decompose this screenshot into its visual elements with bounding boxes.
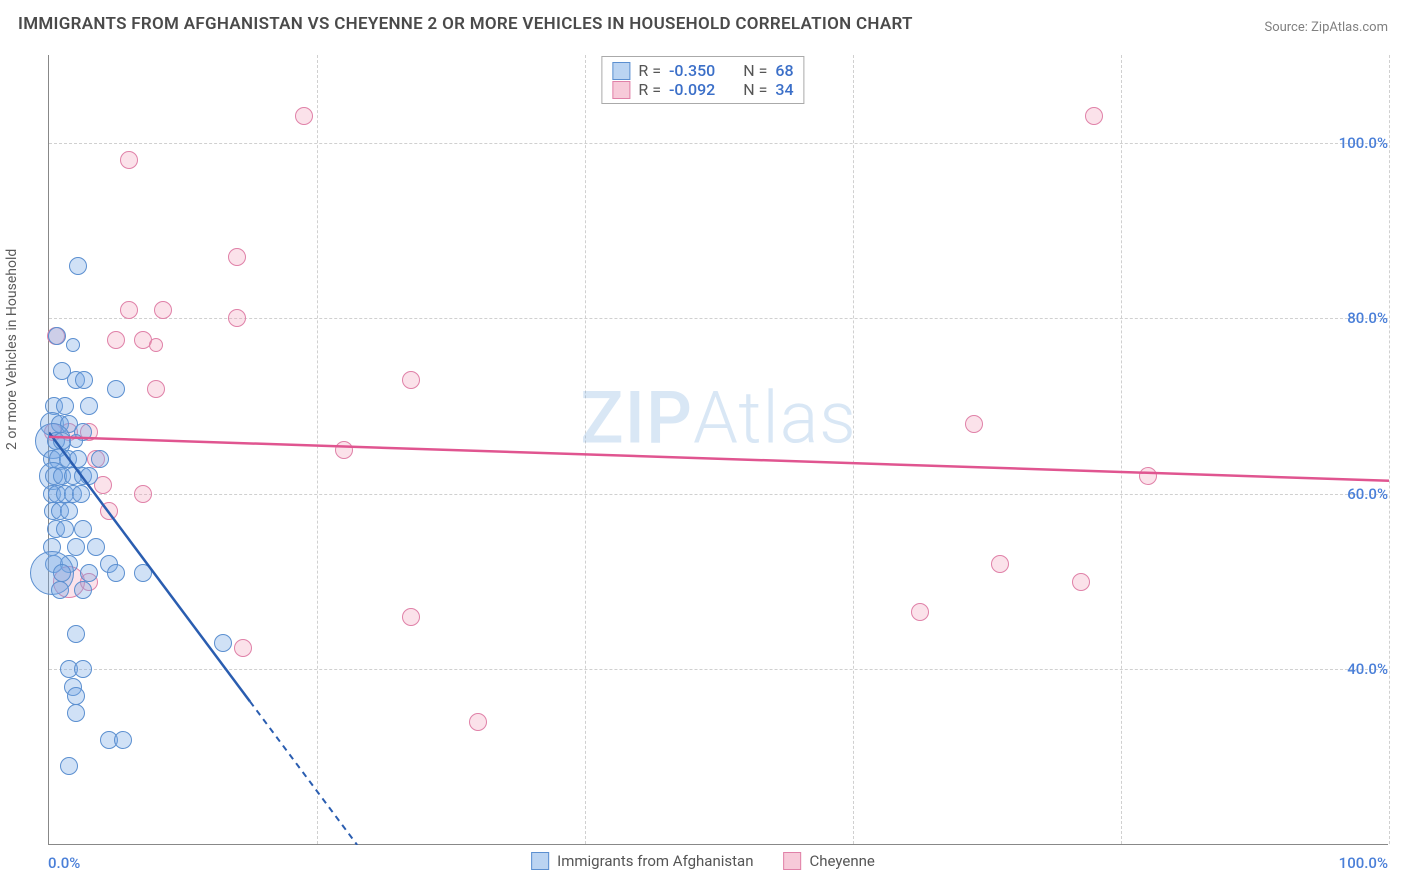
- data-point: [134, 564, 152, 582]
- data-point: [911, 603, 929, 621]
- x-tick-label: 0.0%: [48, 854, 80, 872]
- data-point: [149, 338, 163, 352]
- data-point: [87, 538, 105, 556]
- data-point: [67, 704, 85, 722]
- data-point: [991, 555, 1009, 573]
- legend-row: R = -0.350 N = 68: [612, 61, 793, 80]
- data-point: [335, 441, 353, 459]
- gridline-v: [1389, 55, 1390, 844]
- data-point: [67, 687, 85, 705]
- legend-correlation: R = -0.350 N = 68 R = -0.092 N = 34: [601, 56, 804, 104]
- gridline-v: [853, 55, 854, 844]
- data-point: [234, 639, 252, 657]
- data-point: [228, 309, 246, 327]
- trend-line: [49, 437, 1389, 481]
- data-point: [134, 485, 152, 503]
- legend-n-value: 34: [775, 80, 793, 99]
- legend-item: Cheyenne: [783, 852, 874, 870]
- data-point: [114, 731, 132, 749]
- data-point: [107, 331, 125, 349]
- data-point: [214, 634, 232, 652]
- data-point: [1085, 107, 1103, 125]
- data-point: [100, 502, 118, 520]
- watermark-thin: Atlas: [693, 375, 857, 460]
- data-point: [295, 107, 313, 125]
- legend-series-name: Immigrants from Afghanistan: [557, 852, 753, 870]
- gridline-h: [49, 494, 1388, 495]
- legend-r-label: R =: [638, 80, 661, 99]
- legend-swatch: [612, 62, 630, 80]
- legend-r-value: -0.350: [669, 61, 715, 80]
- data-point: [74, 660, 92, 678]
- data-point: [53, 564, 71, 582]
- x-tick-label: 100.0%: [1339, 854, 1388, 872]
- legend-row: R = -0.092 N = 34: [612, 80, 793, 99]
- data-point: [154, 301, 172, 319]
- gridline-h: [49, 318, 1388, 319]
- watermark-bold: ZIP: [580, 375, 693, 460]
- gridline-v: [585, 55, 586, 844]
- data-point: [469, 713, 487, 731]
- data-point: [965, 415, 983, 433]
- y-tick-label: 80.0%: [1347, 309, 1388, 327]
- plot-area: ZIPAtlas: [48, 55, 1388, 845]
- data-point: [72, 485, 90, 503]
- data-point: [60, 502, 78, 520]
- source-prefix: Source:: [1264, 20, 1311, 35]
- legend-r-value: -0.092: [669, 80, 715, 99]
- data-point: [1072, 573, 1090, 591]
- legend-series: Immigrants from Afghanistan Cheyenne: [531, 852, 875, 870]
- gridline-h: [49, 143, 1388, 144]
- data-point: [67, 625, 85, 643]
- legend-n-value: 68: [775, 61, 793, 80]
- data-point: [69, 257, 87, 275]
- data-point: [147, 380, 165, 398]
- data-point: [402, 371, 420, 389]
- legend-swatch: [531, 852, 549, 870]
- data-point: [1139, 467, 1157, 485]
- y-tick-label: 60.0%: [1347, 485, 1388, 503]
- legend-swatch: [783, 852, 801, 870]
- data-point: [74, 520, 92, 538]
- data-point: [107, 564, 125, 582]
- data-point: [56, 397, 74, 415]
- y-axis-label: 2 or more Vehicles in Household: [4, 249, 20, 450]
- trend-lines: [49, 55, 1389, 845]
- watermark: ZIPAtlas: [580, 375, 857, 460]
- legend-r-label: R =: [638, 61, 661, 80]
- data-point: [80, 397, 98, 415]
- trend-line-dashed: [250, 702, 357, 845]
- source-link[interactable]: ZipAtlas.com: [1311, 20, 1388, 35]
- data-point: [74, 581, 92, 599]
- data-point: [228, 248, 246, 266]
- data-point: [67, 538, 85, 556]
- data-point: [402, 608, 420, 626]
- y-tick-label: 40.0%: [1347, 660, 1388, 678]
- data-point: [80, 467, 98, 485]
- data-point: [51, 581, 69, 599]
- gridline-v: [1121, 55, 1122, 844]
- legend-n-label: N =: [743, 61, 767, 80]
- gridline-v: [317, 55, 318, 844]
- data-point: [48, 327, 66, 345]
- data-point: [69, 434, 83, 448]
- data-point: [66, 338, 80, 352]
- data-point: [80, 564, 98, 582]
- gridline-h: [49, 669, 1388, 670]
- data-point: [120, 151, 138, 169]
- y-tick-label: 100.0%: [1339, 134, 1388, 152]
- data-point: [60, 757, 78, 775]
- data-point: [69, 450, 87, 468]
- legend-n-label: N =: [743, 80, 767, 99]
- legend-swatch: [612, 81, 630, 99]
- chart-title: IMMIGRANTS FROM AFGHANISTAN VS CHEYENNE …: [18, 14, 913, 34]
- legend-series-name: Cheyenne: [809, 852, 874, 870]
- data-point: [56, 520, 74, 538]
- data-point: [75, 371, 93, 389]
- legend-item: Immigrants from Afghanistan: [531, 852, 753, 870]
- data-point: [107, 380, 125, 398]
- data-point: [120, 301, 138, 319]
- data-point: [91, 450, 109, 468]
- source-attribution: Source: ZipAtlas.com: [1264, 20, 1388, 35]
